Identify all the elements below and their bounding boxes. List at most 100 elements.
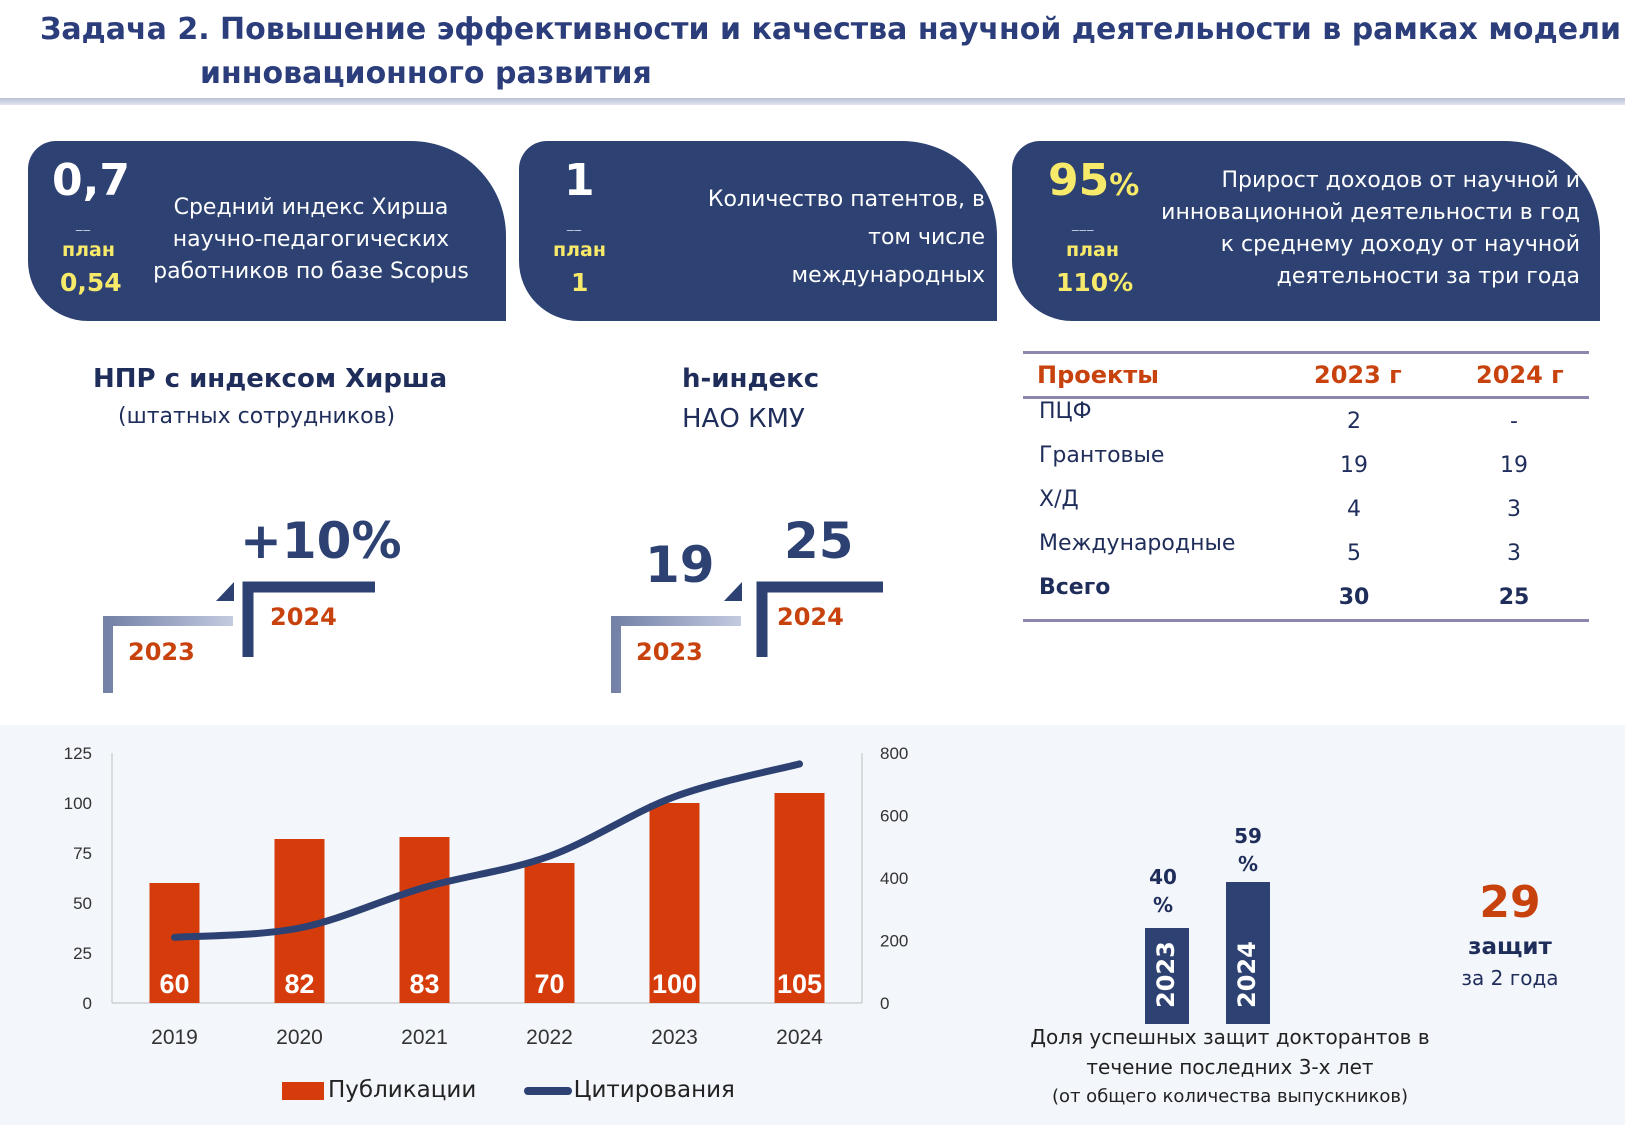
- bar-data-label: 83: [409, 969, 439, 999]
- kpi-income-description: Прирост доходов от научной и инновационн…: [1161, 168, 1580, 289]
- y-left-tick-label: 100: [64, 794, 92, 813]
- table-total-cell: 30: [1338, 585, 1370, 610]
- table-cell: 19: [1340, 453, 1368, 478]
- bar-data-label: 100: [652, 969, 697, 999]
- kpi-hirsch-description: Средний индекс Хирша научно-педагогическ…: [153, 195, 469, 284]
- h-index-steps-graphic: [611, 581, 883, 693]
- x-tick-label: 2021: [401, 1026, 448, 1049]
- bar-data-label: 82: [284, 969, 314, 999]
- table-bottom-rule: [1023, 619, 1589, 622]
- kpi-income-plan-value: 110%: [1056, 268, 1134, 297]
- bar-data-label: 60: [159, 969, 189, 999]
- x-tick-label: 2023: [651, 1026, 698, 1049]
- page-title-line2: инновационного развития: [200, 56, 652, 91]
- kpi-income-dash: ___: [1072, 217, 1095, 232]
- x-tick-label: 2022: [526, 1026, 573, 1049]
- defense-caption: Доля успешных защит докторантов в течени…: [1030, 1025, 1430, 1107]
- table-total-label: Всего: [1039, 575, 1111, 600]
- hirsch-staff-growth: +10%: [240, 512, 402, 570]
- y-left-tick-label: 75: [73, 844, 92, 863]
- table-cell: 5: [1347, 541, 1361, 566]
- chart-legend: Публикации Цитирования: [282, 1077, 735, 1103]
- kpi-patents-dash: __: [567, 217, 582, 232]
- table-header-projects: Проекты: [1037, 361, 1159, 389]
- step-arrow-icon: [216, 582, 234, 601]
- table-cell: -: [1510, 409, 1518, 434]
- bar: [524, 863, 575, 1003]
- y-right-tick-label: 0: [880, 994, 889, 1013]
- h-index-year-2023: 2023: [636, 638, 703, 666]
- kpi-card-income: 95% ___ план 110% Прирост доходов от нау…: [1012, 141, 1600, 321]
- table-top-rule: [1023, 351, 1589, 354]
- y-left-tick-label: 50: [73, 894, 92, 913]
- hirsch-staff-subtitle: (штатных сотрудников): [118, 404, 396, 429]
- y-right-tick-label: 600: [880, 807, 908, 826]
- step-2024-bracket: [242, 581, 375, 657]
- bar: [649, 803, 700, 1003]
- defense-bar-year-2023: 2023: [1152, 941, 1180, 1008]
- defense-bar-2023: [1145, 928, 1189, 1024]
- y-right-tick-label: 800: [880, 744, 908, 763]
- table-row-label: Грантовые: [1039, 443, 1165, 468]
- table-header-2024: 2024 г: [1476, 361, 1564, 389]
- h-index-subtitle: НАО КМУ: [682, 404, 805, 434]
- step-2023-bracket: [103, 616, 233, 693]
- y-left-tick-label: 125: [64, 744, 92, 763]
- table-cell: 4: [1347, 497, 1361, 522]
- defense-count-period: за 2 года: [1461, 966, 1559, 990]
- hirsch-staff-title: НПР с индексом Хирша: [93, 364, 448, 394]
- bar: [149, 883, 200, 1003]
- h-index-year-2024: 2024: [777, 603, 844, 631]
- table-row-label: ПЦФ: [1039, 399, 1092, 424]
- bar-data-label: 70: [534, 969, 564, 999]
- hirsch-staff-year-2024: 2024: [270, 603, 337, 631]
- kpi-card-patents: 1 __ план 1 Количество патентов, в том ч…: [519, 141, 997, 321]
- x-tick-label: 2024: [776, 1026, 823, 1049]
- defense-bar-year-2024: 2024: [1233, 941, 1261, 1008]
- table-total-cell: 25: [1498, 585, 1530, 610]
- table-cell: 2: [1347, 409, 1361, 434]
- kpi-patents-plan-value: 1: [571, 268, 589, 297]
- table-cell: 3: [1507, 497, 1521, 522]
- bar: [399, 837, 450, 1003]
- defense-count-number: 29: [1479, 877, 1541, 928]
- legend-line-swatch: [523, 1086, 572, 1095]
- kpi-hirsch-value: 0,7: [52, 155, 130, 206]
- kpi-card-hirsch: 0,7 __ план 0,54 Средний индекс Хирша на…: [28, 141, 506, 321]
- defense-count-word: защит: [1468, 934, 1552, 960]
- x-tick-label: 2019: [151, 1026, 198, 1049]
- legend-bar-label: Публикации: [328, 1077, 477, 1103]
- table-header-2023: 2023 г: [1314, 361, 1402, 389]
- table-cell: 19: [1500, 453, 1528, 478]
- kpi-income-value: 95%: [1048, 155, 1140, 206]
- defense-bar-2024: [1226, 882, 1270, 1024]
- kpi-patents-value: 1: [564, 155, 595, 206]
- table-row-label: Х/Д: [1039, 487, 1079, 512]
- x-tick-label: 2020: [276, 1026, 323, 1049]
- h-index-value-2023: 19: [645, 536, 715, 594]
- defense-count: 29 защит за 2 года: [1445, 875, 1575, 993]
- hirsch-staff-year-2023: 2023: [128, 638, 195, 666]
- hirsch-staff-steps-graphic: [103, 581, 375, 693]
- bar-data-label: 105: [777, 969, 822, 999]
- table-row-label: Международные: [1039, 531, 1236, 556]
- legend-bar-swatch: [282, 1081, 324, 1100]
- kpi-patents-plan-label: план: [553, 239, 606, 261]
- h-index-value-2024: 25: [784, 512, 854, 570]
- citations-line: [171, 760, 803, 941]
- y-right-tick-label: 400: [880, 869, 908, 888]
- step-arrow-icon: [724, 582, 742, 601]
- defense-pct-2024: 59 %: [1234, 824, 1262, 876]
- defense-pct-2023: 40 %: [1149, 865, 1177, 917]
- h-index-title: h-индекс: [682, 364, 820, 394]
- page-title-line1: Задача 2. Повышение эффективности и каче…: [40, 12, 1622, 47]
- table-header-rule: [1023, 396, 1589, 399]
- kpi-hirsch-plan-value: 0,54: [60, 268, 122, 297]
- kpi-hirsch-dash: __: [76, 217, 91, 232]
- legend-line-label: Цитирования: [573, 1077, 735, 1103]
- page-title: Задача 2. Повышение эффективности и каче…: [40, 8, 1622, 96]
- table-cell: 3: [1507, 541, 1521, 566]
- bar: [774, 793, 825, 1003]
- kpi-patents-description: Количество патентов, в том числе междуна…: [707, 187, 985, 288]
- step-2023-bracket: [611, 616, 741, 693]
